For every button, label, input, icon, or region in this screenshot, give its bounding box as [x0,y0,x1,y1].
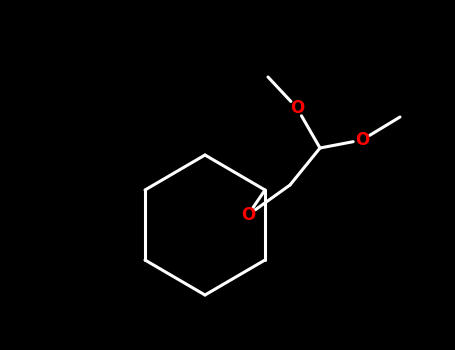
Text: O: O [241,206,255,224]
Text: O: O [290,99,304,117]
Text: O: O [355,131,369,149]
